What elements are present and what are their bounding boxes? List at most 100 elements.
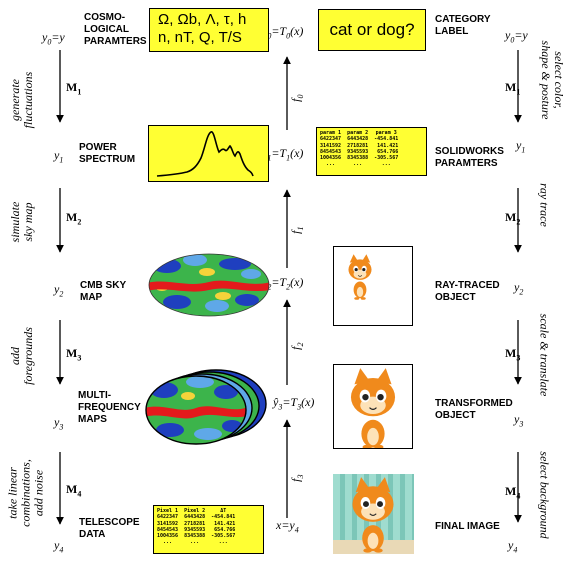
param-table-cell: -454.841 (374, 136, 399, 143)
param-table-cell: 2718281 (347, 142, 369, 149)
right-var-y1: y1 (516, 138, 526, 155)
param-table-cell: 6443428 (347, 136, 369, 143)
right-side-label-4-text: select background (537, 451, 552, 539)
left-var-y3: y3 (54, 415, 64, 432)
pixel-table-cell: 141.421 (214, 520, 236, 527)
left-side-label-3: add foregrounds (8, 327, 35, 385)
center-function-f1: f1 (288, 226, 305, 234)
left-var-y4: y4 (54, 538, 64, 555)
transformed-cat-image (333, 364, 413, 450)
right-op-m3: M3 (505, 346, 521, 363)
right-stage-2-text: SOLIDWORKS PARAMTERS (435, 146, 504, 169)
right-stage-2: SOLIDWORKS PARAMTERS (435, 146, 504, 170)
left-side-label-2: simulate sky map (8, 201, 35, 243)
pixel-table-cell: 8345388 (184, 533, 206, 540)
right-stage-4-text: TRANSFORMED OBJECT (435, 398, 513, 421)
right-side-label-3: scale & translate (537, 313, 552, 397)
right-side-label-1-text: select color, shape & posture (539, 40, 566, 120)
right-stage-1: CATEGORY LABEL (435, 14, 491, 38)
left-side-label-4: take linear combinations, add noise (5, 459, 46, 527)
right-var-y0: y0=y (505, 28, 528, 45)
left-stage-3-text: CMB SKY MAP (80, 280, 127, 303)
left-side-label-2-text: simulate sky map (8, 201, 35, 243)
right-op-m2: M2 (505, 210, 521, 227)
left-var-y2: y2 (54, 282, 64, 299)
right-op-m4: M4 (505, 484, 521, 501)
center-estimate-4: x=y4 (276, 518, 299, 535)
left-op-m1: M1 (66, 80, 82, 97)
center-estimate-3: ŷ3=T3(x) (273, 395, 315, 412)
center-function-f2: f2 (288, 342, 305, 350)
pixel-table-header: Pixel 1 (157, 508, 179, 514)
left-stage-1-text: COSMO- LOGICAL PARAMTERS (84, 12, 147, 47)
left-side-label-1-text: generate fluctuations (8, 71, 35, 129)
pixel-table-cell: ... (163, 539, 173, 546)
pixel-table-header: Pixel 2 (184, 508, 206, 514)
left-stage-4-text: MULTI- FREQUENCY MAPS (78, 390, 141, 425)
right-side-label-3-text: scale & translate (537, 313, 552, 397)
param-table-cell: 1004356 (320, 155, 342, 162)
center-function-f3: f3 (288, 474, 305, 482)
param-table-cell: ... (326, 161, 336, 168)
pixel-table-cell: -305.567 (211, 533, 236, 540)
right-stage-5: FINAL IMAGE (435, 521, 500, 533)
large-cat-icon (350, 368, 396, 450)
final-cat-icon (352, 477, 394, 553)
pixel-table-cell: 654.766 (214, 526, 236, 533)
right-side-label-4: select background (537, 451, 552, 539)
pixel-table-cell: 6443428 (184, 514, 206, 521)
pixel-table-cell: ... (190, 539, 200, 546)
left-var-y1: y1 (54, 148, 64, 165)
ray-traced-cat-image (333, 246, 413, 326)
category-text: cat or dog? (329, 20, 415, 39)
pixel-table-cell: ... (218, 539, 228, 546)
pixel-table-cell: 8454543 (157, 526, 179, 533)
final-cat-image (333, 474, 414, 554)
param-table-cell: -305.567 (374, 155, 399, 162)
pixel-table-cell: 9345593 (184, 526, 206, 533)
param-table-cell: 3141592 (320, 142, 342, 149)
right-stage-1-text: CATEGORY LABEL (435, 14, 491, 37)
param-table-box: param 1 param 2 param 3 6422347 6443428 … (316, 127, 427, 176)
param-table-cell: 9345593 (347, 148, 369, 155)
param-table-cell: 141.421 (377, 142, 399, 149)
pixel-table-cell: -454.841 (211, 514, 236, 521)
left-stage-4: MULTI- FREQUENCY MAPS (78, 390, 141, 426)
center-function-f0: f0 (288, 94, 305, 102)
right-side-label-2: ray trace (537, 183, 552, 227)
right-stage-5-text: FINAL IMAGE (435, 521, 500, 532)
left-op-m4: M4 (66, 482, 82, 499)
param-table-cell: 654.766 (377, 148, 399, 155)
left-stage-1: COSMO- LOGICAL PARAMTERS (84, 12, 164, 48)
pixel-table-cell: 1004356 (157, 533, 179, 540)
param-table-cell: 8454543 (320, 148, 342, 155)
pixel-table-cell: 2718281 (184, 520, 206, 527)
cosmo-params-box: Ω, Ωb, Λ, τ, h n, nT, Q, T/S (149, 8, 269, 52)
pixel-table-box: Pixel 1 Pixel 2 ΔT 6422347 6443428 -454.… (153, 505, 264, 554)
right-var-y4: y4 (508, 538, 518, 555)
right-stage-3-text: RAY-TRACED OBJECT (435, 280, 500, 303)
pixel-table: Pixel 1 Pixel 2 ΔT 6422347 6443428 -454.… (154, 508, 238, 546)
right-var-y2: y2 (514, 280, 524, 297)
cosmo-params-text: Ω, Ωb, Λ, τ, h n, nT, Q, T/S (158, 11, 247, 46)
right-side-label-1: select color, shape & posture (539, 40, 566, 120)
power-spectrum-box (148, 125, 269, 182)
left-stage-2: POWER SPECTRUM (79, 142, 135, 166)
right-var-y3: y3 (514, 412, 524, 429)
pixel-table-cell: 3141592 (157, 520, 179, 527)
param-table-cell: 6422347 (320, 136, 342, 143)
param-table-header: param 2 (347, 130, 369, 136)
small-cat-icon (348, 254, 372, 300)
right-stage-3: RAY-TRACED OBJECT (435, 280, 500, 304)
pixel-table-cell: 6422347 (157, 514, 179, 521)
pixel-table-header: ΔT (220, 508, 227, 514)
left-side-label-4-text: take linear combinations, add noise (5, 459, 46, 527)
param-table-cell: ... (353, 161, 363, 168)
power-spectrum-curve (156, 131, 254, 177)
left-op-m3: M3 (66, 346, 82, 363)
right-side-label-2-text: ray trace (537, 183, 552, 227)
left-stage-5-text: TELESCOPE DATA (79, 517, 140, 540)
left-var-y0: y0=y (42, 30, 65, 47)
right-op-m1: M1 (505, 80, 521, 97)
